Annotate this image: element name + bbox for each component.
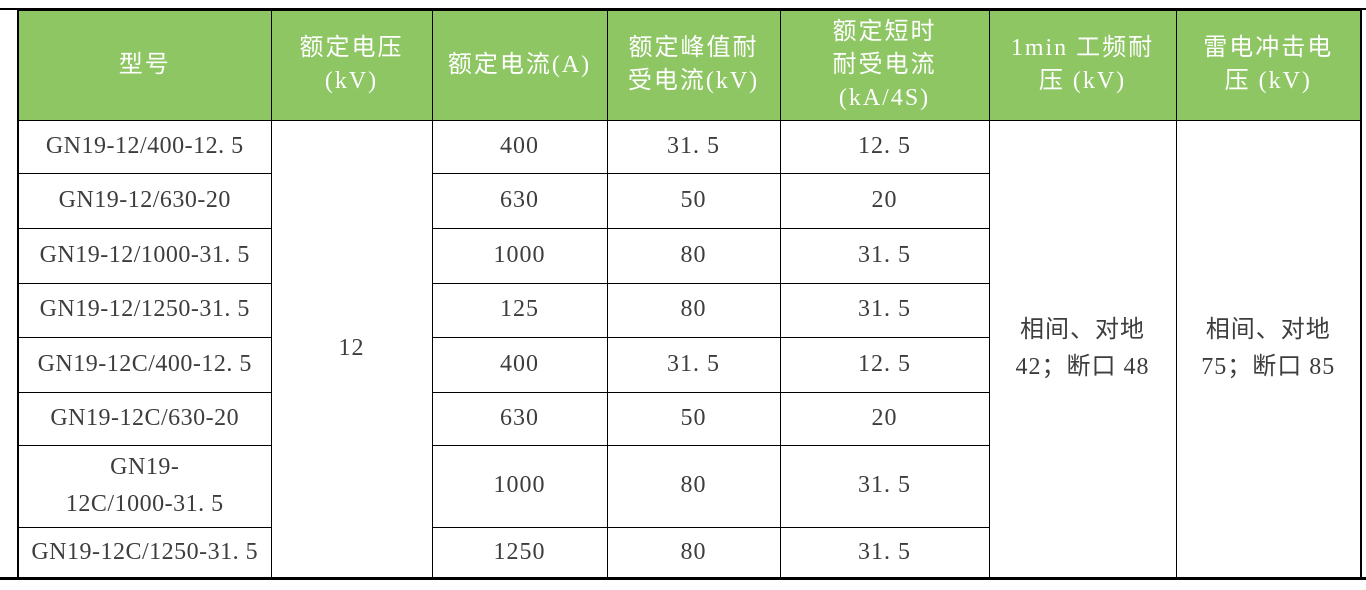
cell-rated-current: 630 (431, 172, 608, 229)
cell-model: GN19-12C/1250-31. 5 (17, 526, 272, 579)
cell-peak-withstand: 50 (606, 391, 781, 446)
cell-short-time: 31. 5 (779, 227, 990, 284)
table-row: GN19-12C/400-12. 5 400 31. 5 12. 5 (17, 336, 1361, 393)
cell-rated-current: 1250 (431, 526, 608, 579)
column-header-peak-withstand-current: 额定峰值耐 受电流(kV) (606, 9, 781, 121)
cell-short-time: 12. 5 (779, 119, 990, 174)
cell-model: GN19-12/1000-31. 5 (17, 227, 272, 284)
cell-short-time: 20 (779, 391, 990, 446)
cell-short-time: 31. 5 (779, 526, 990, 579)
cell-rated-current: 1000 (431, 227, 608, 284)
cell-short-time: 20 (779, 172, 990, 229)
cell-rated-current: 1000 (431, 444, 608, 528)
cell-model: GN19-12/630-20 (17, 172, 272, 229)
header-row: 型号 额定电压 (kV) 额定电流(A) 额定峰值耐 受电流(kV) 额定短时 … (17, 9, 1362, 121)
cell-peak-withstand: 80 (606, 526, 781, 579)
cell-rated-current: 125 (431, 282, 608, 338)
spec-table: 型号 额定电压 (kV) 额定电流(A) 额定峰值耐 受电流(kV) 额定短时 … (17, 9, 1362, 579)
table-row: GN19-12/1250-31. 5 125 80 31. 5 (17, 282, 1361, 338)
cell-peak-withstand: 80 (606, 282, 781, 338)
cell-short-time: 31. 5 (779, 444, 990, 528)
cell-power-freq-merged: 相间、对地 42；断口 48 (988, 119, 1177, 579)
cell-peak-withstand: 31. 5 (606, 119, 781, 174)
cell-rated-current: 630 (431, 391, 608, 446)
table-header: 型号 额定电压 (kV) 额定电流(A) 额定峰值耐 受电流(kV) 额定短时 … (17, 9, 1362, 121)
cell-peak-withstand: 31. 5 (606, 336, 781, 393)
table-row: GN19-12/1000-31. 5 1000 80 31. 5 (17, 227, 1361, 284)
table-row: GN19-12C/1250-31. 5 1250 80 31. 5 (17, 526, 1361, 579)
table-body: GN19-12/400-12. 5 12 400 31. 5 12. 5 相间、… (17, 119, 1362, 579)
cell-lightning-merged: 相间、对地 75；断口 85 (1175, 119, 1362, 579)
cell-rated-voltage-merged: 12 (270, 119, 433, 579)
column-header-model: 型号 (17, 9, 272, 121)
column-header-lightning-impulse: 雷电冲击电 压 (kV) (1175, 9, 1362, 121)
cell-peak-withstand: 80 (606, 227, 781, 284)
column-header-short-time-current: 额定短时 耐受电流 (kA/4S) (779, 9, 990, 121)
cell-model: GN19-12C/400-12. 5 (17, 336, 272, 393)
table-row: GN19-12/400-12. 5 12 400 31. 5 12. 5 相间、… (17, 119, 1362, 579)
column-header-rated-voltage: 额定电压 (kV) (270, 9, 433, 121)
cell-peak-withstand: 80 (606, 444, 781, 528)
cell-peak-withstand: 50 (606, 172, 781, 229)
cell-short-time: 12. 5 (779, 336, 990, 393)
cell-short-time: 31. 5 (779, 282, 990, 338)
table-row: GN19- 12C/1000-31. 5 1000 80 31. 5 (17, 444, 1361, 528)
column-header-power-freq-withstand: 1min 工频耐 压 (kV) (988, 9, 1177, 121)
column-header-rated-current: 额定电流(A) (431, 9, 608, 121)
table-row: GN19-12/630-20 630 50 20 (17, 172, 1361, 229)
cell-model: GN19-12C/630-20 (17, 391, 272, 446)
cell-rated-current: 400 (431, 336, 608, 393)
cell-rated-current: 400 (431, 119, 608, 174)
cell-model: GN19-12/1250-31. 5 (17, 282, 272, 338)
cell-model: GN19-12/400-12. 5 (17, 119, 272, 174)
cell-model: GN19- 12C/1000-31. 5 (17, 444, 272, 528)
